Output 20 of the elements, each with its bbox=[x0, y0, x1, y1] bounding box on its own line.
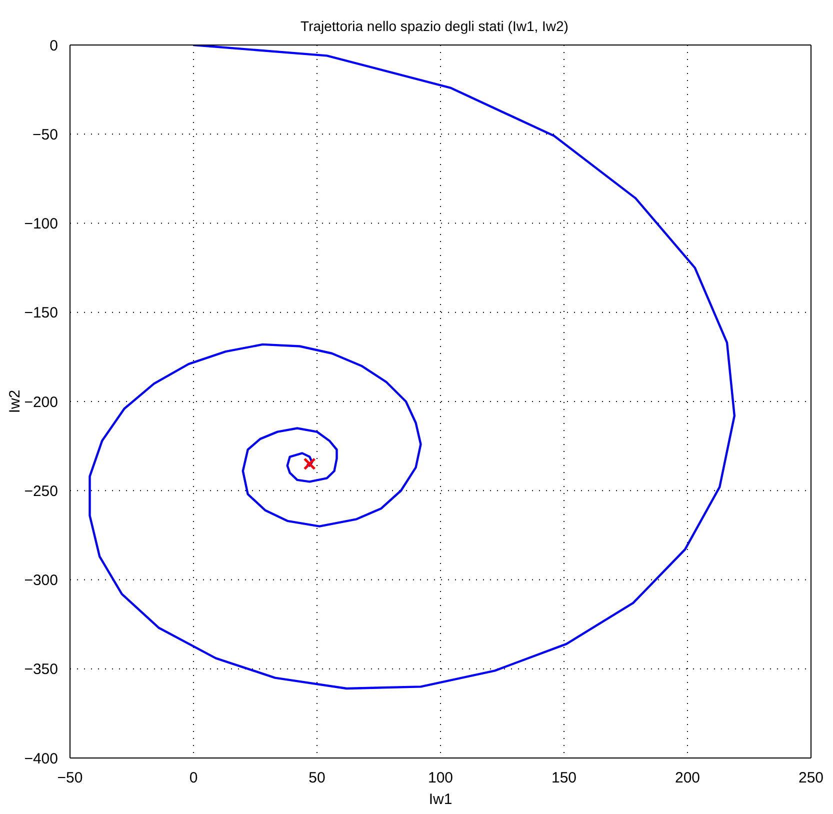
x-tick-label: 0 bbox=[189, 770, 198, 787]
y-tick-label: −300 bbox=[24, 572, 58, 590]
chart-title: Trajettoria nello spazio degli stati (Iw1, Iw2) bbox=[300, 18, 570, 34]
x-tick-label: 50 bbox=[308, 770, 326, 787]
y-tick-label: −150 bbox=[24, 304, 58, 322]
line-series bbox=[88, 45, 736, 690]
y-tick-label: −350 bbox=[24, 661, 58, 678]
x-axis-title: Iw1 bbox=[428, 791, 452, 808]
y-tick-label: −250 bbox=[24, 482, 58, 500]
x-tick-label: 150 bbox=[551, 770, 577, 787]
x-tick-label: 100 bbox=[428, 770, 454, 787]
y-tick-label: −200 bbox=[24, 394, 58, 411]
x-tick-label: 200 bbox=[674, 770, 700, 787]
y-tick-label: −100 bbox=[24, 216, 58, 233]
y-tick-label: −400 bbox=[24, 750, 58, 768]
y-axis-title: Iw2 bbox=[6, 390, 24, 414]
y-tick-label: 0 bbox=[50, 37, 58, 54]
y-tick-label: −50 bbox=[32, 126, 58, 144]
x-tick-label: −50 bbox=[57, 770, 83, 787]
x-tick-label: 250 bbox=[798, 770, 824, 787]
